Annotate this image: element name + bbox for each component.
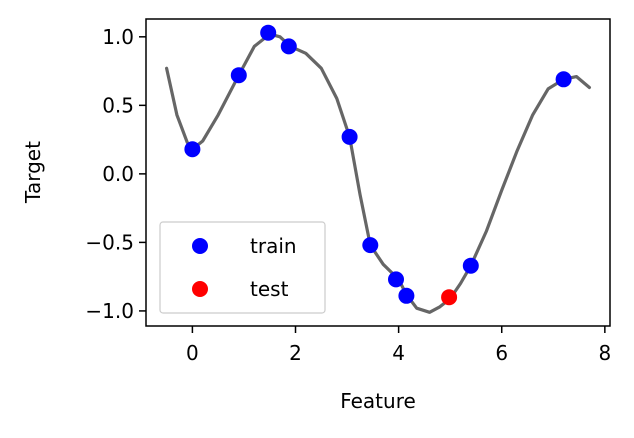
legend-box bbox=[159, 221, 326, 314]
x-tick-label: 2 bbox=[289, 341, 302, 365]
legend-label-test: test bbox=[250, 277, 289, 301]
y-tick-label: 1.0 bbox=[102, 25, 134, 49]
y-axis-label: Target bbox=[21, 141, 45, 204]
test-point bbox=[441, 289, 458, 306]
train-point bbox=[260, 24, 277, 41]
train-point bbox=[398, 287, 415, 304]
x-tick-label: 8 bbox=[598, 341, 611, 365]
legend: train test bbox=[159, 221, 326, 314]
train-point bbox=[341, 128, 358, 145]
plot-area bbox=[165, 24, 591, 314]
x-tick-label: 0 bbox=[186, 341, 199, 365]
y-axis: −1.0 −0.5 0.0 0.5 1.0 bbox=[85, 25, 146, 323]
legend-marker-train bbox=[192, 238, 208, 254]
plot-frame bbox=[145, 18, 611, 327]
x-tick-label: 4 bbox=[392, 341, 405, 365]
y-tick-label: −1.0 bbox=[85, 299, 134, 323]
x-axis: 0 2 4 6 8 bbox=[186, 326, 611, 365]
train-point bbox=[230, 67, 247, 84]
train-point bbox=[555, 71, 572, 88]
train-point bbox=[362, 237, 379, 254]
legend-label-train: train bbox=[250, 234, 297, 258]
train-point bbox=[462, 257, 479, 274]
x-axis-label: Feature bbox=[340, 389, 416, 413]
y-tick-label: −0.5 bbox=[85, 230, 134, 254]
x-tick-label: 6 bbox=[495, 341, 508, 365]
y-tick-label: 0.0 bbox=[102, 162, 134, 186]
y-tick-label: 0.5 bbox=[102, 93, 134, 117]
legend-marker-test bbox=[192, 281, 208, 297]
train-point bbox=[280, 38, 297, 55]
fitted-curve-line bbox=[165, 32, 591, 314]
train-point bbox=[184, 141, 201, 158]
train-point bbox=[388, 271, 404, 288]
